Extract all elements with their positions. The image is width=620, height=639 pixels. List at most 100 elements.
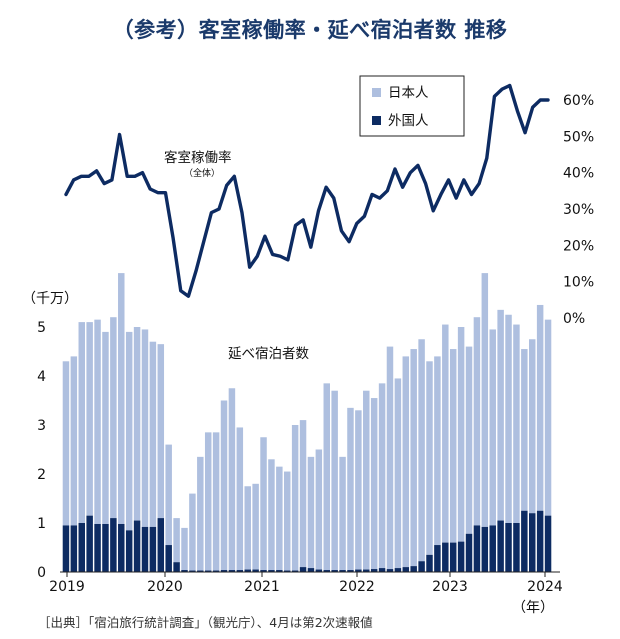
bar-foreign: [118, 523, 125, 572]
bar-japanese: [125, 331, 133, 531]
bar-foreign: [355, 569, 362, 572]
bar-japanese: [276, 466, 283, 571]
bar-foreign: [544, 515, 552, 572]
bar-japanese: [529, 339, 536, 514]
bar-foreign: [141, 526, 149, 572]
bar-japanese: [197, 456, 204, 571]
bar-japanese: [363, 390, 370, 570]
bar-japanese: [284, 471, 291, 571]
bar-foreign: [418, 561, 425, 572]
bar-japanese: [220, 400, 228, 571]
bar-foreign: [410, 566, 417, 572]
bar-japanese: [244, 486, 251, 570]
bar-foreign: [110, 518, 117, 572]
bar-foreign: [284, 570, 291, 572]
bar-japanese: [544, 319, 552, 516]
right-tick-label: 0%: [563, 311, 585, 327]
x-axis-ticks: 2019 2020 2021 2022 2023 2024: [49, 572, 563, 595]
legend-label-japanese: 日本人: [388, 85, 429, 101]
x-tick-label: 2021: [244, 579, 280, 595]
bar-japanese: [323, 383, 330, 571]
bar-japanese: [189, 493, 196, 571]
bar-foreign: [260, 570, 267, 572]
bar-label: 延べ宿泊者数: [228, 345, 309, 362]
bar-japanese: [331, 390, 338, 571]
bar-foreign: [181, 570, 188, 572]
line-group: [64, 83, 550, 298]
bar-foreign: [133, 520, 141, 572]
bar-foreign: [363, 569, 370, 572]
bar-japanese: [370, 398, 378, 570]
bar-foreign: [465, 533, 473, 572]
bar-foreign: [402, 567, 410, 572]
right-tick-label: 30%: [563, 202, 594, 218]
left-tick-label: 1: [37, 516, 46, 532]
right-tick-label: 40%: [563, 166, 594, 182]
bar-japanese: [339, 456, 346, 571]
line-sublabel: （全体）: [184, 167, 220, 179]
bar-japanese: [141, 329, 149, 527]
bar-japanese: [165, 444, 172, 546]
bar-japanese: [236, 427, 244, 571]
bar-foreign: [244, 569, 251, 572]
bar-foreign: [94, 523, 101, 572]
bar-foreign: [331, 570, 338, 572]
bar-japanese: [62, 361, 70, 526]
left-axis-unit: （千万）: [22, 291, 78, 307]
bar-japanese: [315, 449, 323, 570]
bar-foreign: [529, 513, 536, 572]
x-tick-label: 2022: [339, 579, 375, 595]
bar-japanese: [157, 344, 165, 519]
bar-japanese: [505, 314, 512, 523]
bar-foreign: [197, 570, 204, 572]
bar-japanese: [291, 425, 299, 571]
bar-foreign: [268, 570, 275, 572]
bar-foreign: [505, 523, 512, 572]
legend: 日本人 外国人: [359, 75, 465, 137]
bar-japanese: [86, 322, 93, 516]
bar-foreign: [457, 541, 465, 572]
left-tick-label: 3: [37, 418, 46, 434]
bar-japanese: [394, 378, 402, 569]
bar-japanese: [181, 527, 188, 571]
bar-japanese: [489, 329, 496, 526]
bar-foreign: [212, 570, 220, 572]
bar-japanese: [347, 407, 354, 571]
left-tick-label: 2: [37, 467, 46, 483]
bar-japanese: [102, 331, 109, 524]
bar-japanese: [402, 356, 410, 568]
bar-foreign: [173, 562, 180, 572]
bar-foreign: [394, 568, 402, 572]
bar-foreign: [236, 570, 244, 572]
bar-japanese: [118, 273, 125, 524]
bar-foreign: [228, 570, 236, 572]
x-axis-unit: （年）: [512, 600, 554, 616]
bar-foreign: [536, 510, 544, 572]
bar-foreign: [378, 568, 386, 572]
x-tick-label: 2023: [432, 579, 468, 595]
bar-foreign: [252, 569, 259, 572]
legend-box: [359, 75, 465, 137]
bar-foreign: [339, 570, 346, 572]
bar-japanese: [497, 309, 504, 521]
x-tick-label: 2019: [49, 579, 85, 595]
bar-japanese: [434, 356, 441, 546]
bar-foreign: [102, 523, 109, 572]
bar-japanese: [513, 324, 520, 523]
bar-japanese: [473, 317, 481, 526]
bar-japanese: [307, 456, 315, 569]
bar-foreign: [513, 523, 520, 572]
bar-japanese: [149, 341, 157, 527]
bar-foreign: [521, 510, 528, 572]
left-tick-label: 5: [37, 320, 46, 336]
bar-japanese: [173, 518, 180, 563]
bar-foreign: [481, 526, 489, 572]
bar-japanese: [204, 432, 212, 571]
bar-japanese: [457, 327, 465, 542]
bar-japanese: [268, 459, 275, 571]
bar-foreign: [220, 570, 228, 572]
bar-foreign: [497, 520, 504, 572]
legend-swatch-japanese: [372, 88, 381, 97]
right-tick-label: 60%: [563, 93, 594, 109]
